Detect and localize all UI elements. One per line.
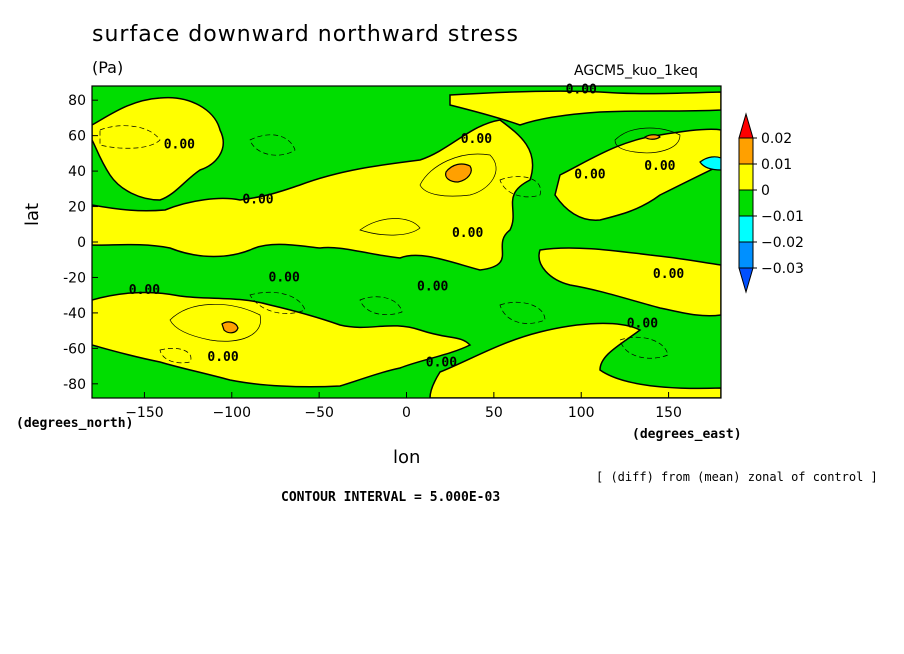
- positive-region: [538, 247, 721, 317]
- field-layer: [92, 86, 721, 398]
- y-tick-label: -80: [63, 377, 86, 393]
- x-tick-label: 0: [402, 405, 411, 421]
- chart-units: (Pa): [92, 58, 124, 77]
- y-tick-label: 0: [77, 235, 86, 251]
- y-axis-units: (degrees_north): [16, 416, 134, 431]
- legend-swatch: [738, 163, 754, 191]
- thin-contours: [169, 127, 681, 342]
- legend-swatch: [738, 241, 754, 269]
- legend-label: −0.01: [761, 209, 804, 225]
- y-tick-label: 60: [68, 129, 86, 145]
- contour-label: 0.00: [566, 83, 597, 98]
- contour-label: 0.00: [269, 270, 300, 285]
- y-tick-label: -60: [63, 341, 86, 357]
- contour-label: 0.00: [242, 192, 273, 207]
- x-tick-label: −150: [125, 405, 163, 421]
- contour-labels: 0.00 0.00 0.00 0.00 0.00 0.00 0.00 0.00 0.00 0.00…: [129, 83, 685, 371]
- dashed-contours: [99, 125, 669, 364]
- contour-label: 0.00: [574, 168, 605, 183]
- positive-region: [449, 90, 721, 126]
- contour-label: 0.00: [129, 283, 160, 298]
- contour-label: 0.00: [207, 350, 238, 365]
- legend-swatch: [738, 112, 754, 139]
- y-axis-ticks: 80 60 40 20 0 -20 -40 -60 -80: [63, 93, 98, 393]
- contour-interval: CONTOUR INTERVAL = 5.000E-03: [281, 490, 501, 505]
- strong-negative-patch: [699, 156, 721, 171]
- dataset-label: AGCM5_kuo_1keq: [574, 63, 699, 79]
- contour-label: 0.00: [452, 226, 483, 241]
- positive-region: [429, 322, 721, 398]
- contour-label: 0.00: [417, 279, 448, 294]
- x-axis-ticks: −150 −100 −50 0 50 100 150: [125, 392, 682, 421]
- legend-label: −0.03: [761, 261, 804, 277]
- contour-label: 0.00: [653, 267, 684, 282]
- legend-swatch: [738, 215, 754, 243]
- x-axis-label: lon: [393, 447, 421, 468]
- color-legend: 0.02 0.01 0 −0.01 −0.02 −0.03: [738, 112, 804, 294]
- y-tick-label: -20: [63, 270, 86, 286]
- legend-swatch: [738, 189, 754, 217]
- x-tick-label: 150: [655, 405, 682, 421]
- legend-label: 0.01: [761, 157, 792, 173]
- contour-label: 0.00: [461, 132, 492, 147]
- contour-label: 0.00: [644, 159, 675, 174]
- positive-region: [92, 119, 534, 271]
- positive-region: [554, 128, 721, 221]
- positive-region: [92, 291, 472, 388]
- y-tick-label: 40: [68, 164, 86, 180]
- contour-label: 0.00: [426, 356, 457, 371]
- legend-label: −0.02: [761, 235, 804, 251]
- x-tick-label: 50: [485, 405, 503, 421]
- y-tick-label: -40: [63, 306, 86, 322]
- legend-label: 0: [761, 183, 770, 199]
- difference-note: [ (diff) from (mean) zonal of control ]: [596, 470, 878, 484]
- x-tick-label: −50: [304, 405, 334, 421]
- legend-swatch: [738, 267, 754, 294]
- strong-positive-patch: [644, 134, 661, 140]
- legend-swatch: [738, 137, 754, 165]
- legend-label: 0.02: [761, 131, 792, 147]
- strong-positive-patch: [445, 163, 472, 183]
- chart-title: surface downward northward stress: [92, 22, 519, 47]
- contour-label: 0.00: [627, 317, 658, 332]
- x-tick-label: 100: [568, 405, 595, 421]
- y-tick-label: 20: [68, 200, 86, 216]
- y-tick-label: 80: [68, 93, 86, 109]
- contour-label: 0.00: [164, 138, 195, 153]
- strong-positive-patch: [221, 321, 239, 334]
- positive-region: [92, 96, 224, 201]
- x-axis-units: (degrees_east): [632, 427, 742, 442]
- x-tick-label: −100: [213, 405, 251, 421]
